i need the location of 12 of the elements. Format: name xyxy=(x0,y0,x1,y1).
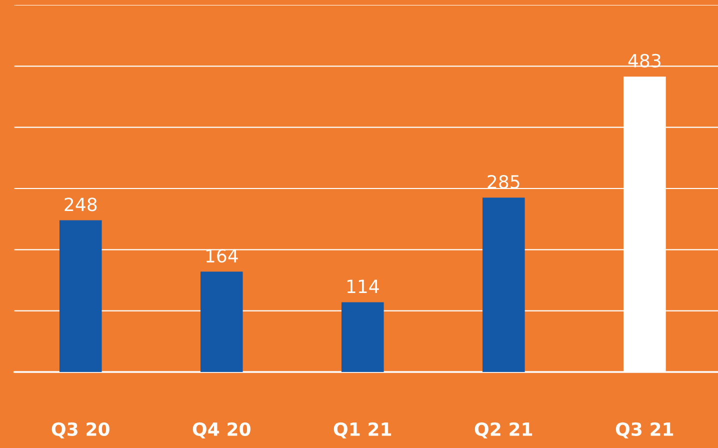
bar xyxy=(200,272,243,372)
bar xyxy=(342,302,384,372)
data-label: 248 xyxy=(64,198,97,212)
x-tick-label: Q1 21 xyxy=(334,422,392,438)
x-tick-label: Q2 21 xyxy=(474,422,532,438)
x-tick-label: Q3 20 xyxy=(52,422,110,438)
data-label: 114 xyxy=(347,280,379,293)
data-label: 164 xyxy=(206,248,238,263)
x-tick-label: Q4 20 xyxy=(192,422,250,438)
bar xyxy=(482,198,525,372)
bar xyxy=(59,220,102,372)
x-tick-label: Q3 21 xyxy=(616,422,674,438)
